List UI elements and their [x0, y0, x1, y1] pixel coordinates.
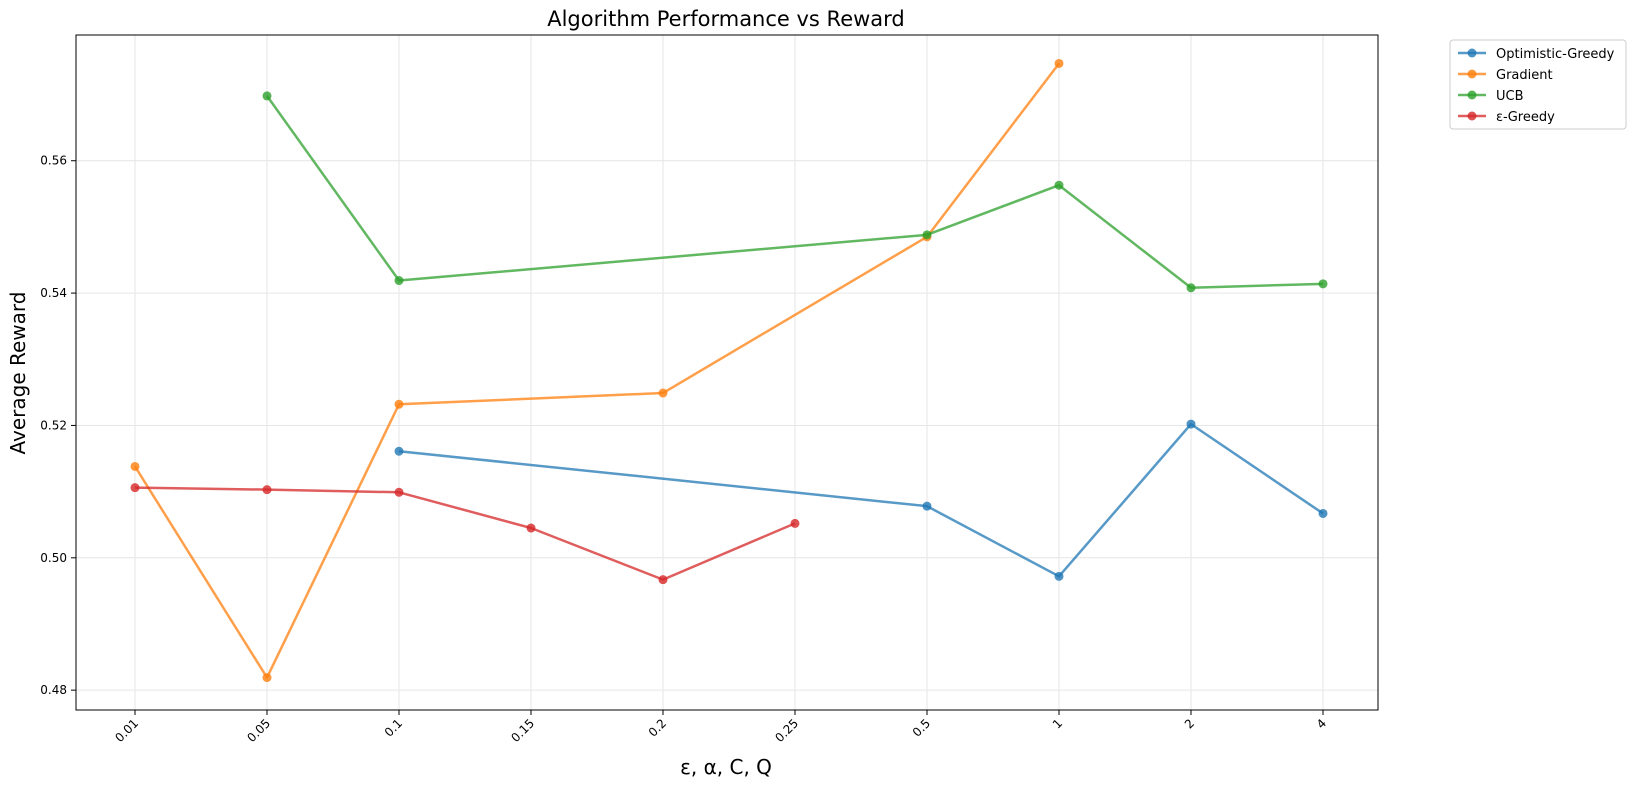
- legend-label: UCB: [1496, 89, 1524, 104]
- data-point: [658, 388, 668, 398]
- y-tick-label: 0.48: [40, 683, 67, 697]
- data-point: [262, 91, 272, 101]
- data-point: [262, 485, 272, 495]
- series-optimistic-greedy: [394, 419, 1328, 581]
- legend-label: Optimistic-Greedy: [1496, 47, 1615, 62]
- grid: [76, 35, 1378, 710]
- y-axis-title: Average Reward: [6, 292, 30, 455]
- data-point: [1186, 419, 1196, 429]
- series-line: [265, 95, 1324, 290]
- legend-item: Optimistic-Greedy: [1458, 47, 1615, 62]
- data-point: [394, 446, 404, 456]
- series--greedy: [130, 483, 800, 585]
- legend-item: Gradient: [1458, 68, 1553, 83]
- data-point: [790, 518, 800, 528]
- series-line: [133, 62, 1060, 679]
- data-point: [1318, 508, 1328, 518]
- legend-marker: [1467, 69, 1477, 79]
- x-axis-title: ε, α, C, Q: [680, 755, 772, 779]
- chart-title: Algorithm Performance vs Reward: [547, 7, 905, 31]
- data-point: [658, 575, 668, 585]
- data-point: [922, 501, 932, 511]
- data-point: [1318, 279, 1328, 289]
- y-tick-label: 0.56: [40, 154, 67, 168]
- data-point: [1054, 58, 1064, 68]
- data-point: [1054, 571, 1064, 581]
- legend-item: UCB: [1458, 89, 1524, 104]
- series-layer: [130, 58, 1328, 683]
- data-point: [1186, 283, 1196, 293]
- legend: Optimistic-Greedy Gradient UCB ε-Greedy: [1449, 39, 1627, 130]
- data-point: [922, 230, 932, 240]
- data-point: [262, 673, 272, 683]
- series-ucb: [262, 91, 1328, 293]
- legend-item: ε-Greedy: [1458, 110, 1555, 125]
- data-point: [130, 483, 140, 493]
- series-line: [134, 486, 796, 581]
- y-axis: 0.48 0.50 0.52 0.54 0.56: [40, 154, 76, 697]
- data-point: [130, 461, 140, 471]
- data-point: [394, 399, 404, 409]
- series-gradient: [130, 58, 1064, 683]
- plot-area-frame: [75, 34, 1379, 711]
- legend-frame: [1449, 39, 1627, 130]
- y-tick-label: 0.52: [40, 418, 67, 432]
- data-point: [1054, 180, 1064, 190]
- legend-label: ε-Greedy: [1496, 110, 1555, 125]
- legend-marker: [1467, 111, 1477, 121]
- y-tick-label: 0.50: [40, 551, 67, 565]
- legend-marker: [1467, 48, 1477, 58]
- legend-label: Gradient: [1496, 68, 1553, 83]
- data-point: [394, 487, 404, 497]
- data-point: [526, 523, 536, 533]
- y-tick-label: 0.54: [40, 286, 67, 300]
- legend-marker: [1467, 90, 1477, 100]
- data-point: [394, 276, 404, 286]
